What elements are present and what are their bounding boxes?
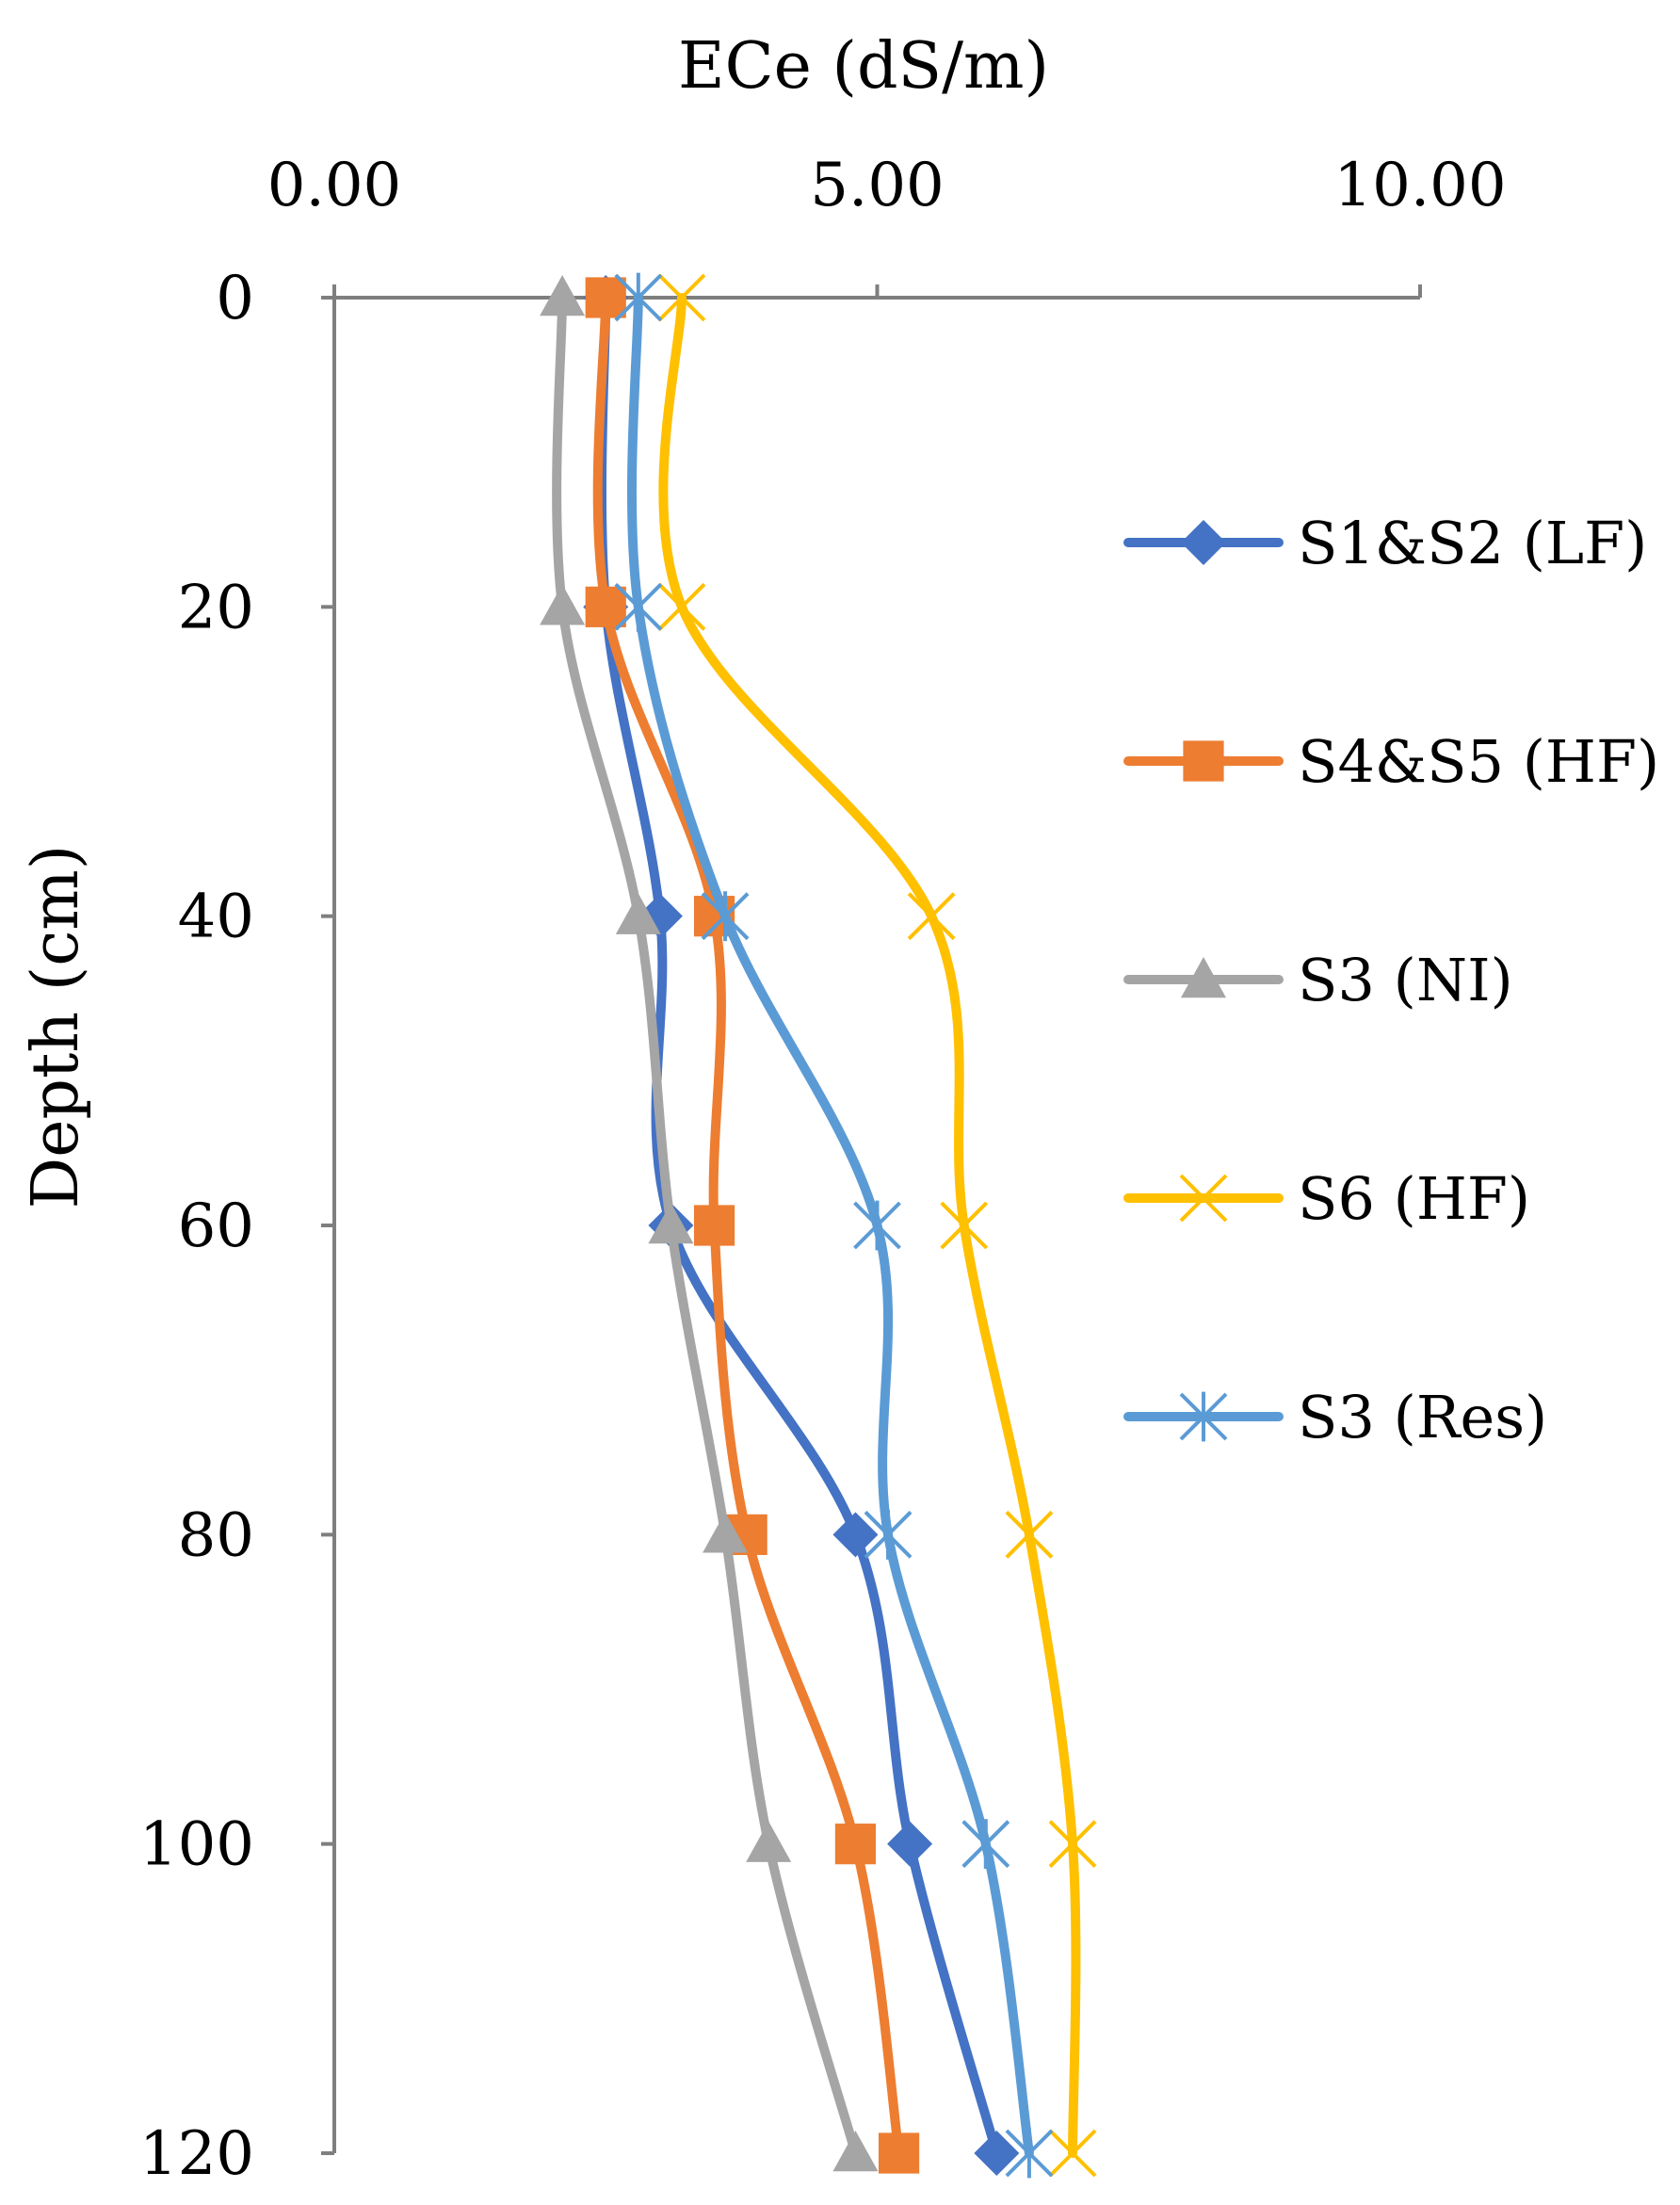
legend-item: S1&S2 (LF) bbox=[1123, 509, 1647, 577]
x-axis-title: ECe (dS/m) bbox=[678, 29, 1049, 104]
series-1 bbox=[583, 275, 1020, 2176]
data-point bbox=[832, 1512, 879, 1558]
legend-label: S3 (NI) bbox=[1298, 946, 1513, 1014]
legend-marker bbox=[1179, 1391, 1228, 1442]
data-point bbox=[540, 584, 586, 625]
data-point bbox=[907, 892, 956, 941]
y-tick-label: 0 bbox=[216, 264, 254, 333]
legend-label: S3 (Res) bbox=[1298, 1383, 1547, 1451]
y-tick-label: 100 bbox=[139, 1810, 254, 1880]
data-point bbox=[940, 1201, 989, 1250]
data-point bbox=[701, 891, 750, 942]
y-axis-title: Depth (cm) bbox=[19, 845, 93, 1209]
legend-marker bbox=[1179, 1174, 1228, 1223]
data-point bbox=[974, 2131, 1020, 2176]
x-tick-label: 5.00 bbox=[810, 151, 945, 220]
series-3 bbox=[540, 275, 879, 2172]
series-5 bbox=[614, 272, 1054, 2179]
series-4 bbox=[657, 273, 1097, 2178]
legend-item: S3 (Res) bbox=[1123, 1383, 1547, 1451]
data-point bbox=[746, 1821, 792, 1862]
legend-label: S4&S5 (HF) bbox=[1298, 727, 1659, 796]
series-2 bbox=[585, 277, 920, 2174]
data-point bbox=[703, 1512, 749, 1553]
y-tick-labels: 0 20 40 60 80 100 120 bbox=[139, 264, 254, 2189]
series-group bbox=[540, 272, 1097, 2179]
legend-marker bbox=[1181, 520, 1226, 565]
data-point bbox=[657, 582, 706, 631]
data-point bbox=[585, 586, 626, 627]
data-point bbox=[540, 275, 586, 316]
y-tick-label: 120 bbox=[139, 2119, 254, 2189]
legend-marker bbox=[1183, 740, 1224, 782]
axes bbox=[321, 284, 1422, 2155]
legend-label: S6 (HF) bbox=[1298, 1164, 1530, 1233]
data-point bbox=[648, 1203, 694, 1244]
data-point bbox=[878, 2132, 920, 2174]
series-line bbox=[592, 293, 904, 2158]
legend-item: S6 (HF) bbox=[1123, 1164, 1530, 1233]
x-tick-labels: 0.00 5.00 10.00 bbox=[267, 151, 1507, 220]
x-tick-label: 10.00 bbox=[1333, 151, 1506, 220]
data-point bbox=[832, 2131, 879, 2172]
data-point bbox=[614, 272, 663, 323]
data-point bbox=[853, 1200, 901, 1251]
data-point bbox=[864, 1509, 913, 1560]
data-point bbox=[657, 273, 706, 322]
data-point bbox=[1005, 2128, 1054, 2179]
legend-item: S4&S5 (HF) bbox=[1123, 727, 1659, 796]
data-point bbox=[961, 1819, 1010, 1870]
data-point bbox=[585, 277, 626, 318]
x-tick-label: 0.00 bbox=[267, 151, 402, 220]
data-point bbox=[615, 893, 661, 934]
legend-marker bbox=[1181, 957, 1226, 998]
y-tick-label: 80 bbox=[178, 1500, 254, 1570]
y-tick-label: 40 bbox=[178, 883, 254, 952]
data-point bbox=[1005, 1510, 1054, 1559]
data-point bbox=[693, 1205, 735, 1246]
data-point bbox=[887, 1821, 933, 1867]
data-point bbox=[1048, 1820, 1097, 1869]
data-point bbox=[834, 1824, 877, 1865]
legend-label: S1&S2 (LF) bbox=[1298, 509, 1647, 577]
legend: S1&S2 (LF) S4&S5 (HF) S3 (NI) S6 (HF) S3 (Re… bbox=[1123, 509, 1659, 1451]
legend-item: S3 (NI) bbox=[1123, 946, 1513, 1014]
y-tick-label: 20 bbox=[178, 573, 254, 642]
data-point bbox=[614, 581, 663, 632]
y-tick-label: 60 bbox=[178, 1192, 254, 1261]
data-point bbox=[1048, 2129, 1097, 2178]
